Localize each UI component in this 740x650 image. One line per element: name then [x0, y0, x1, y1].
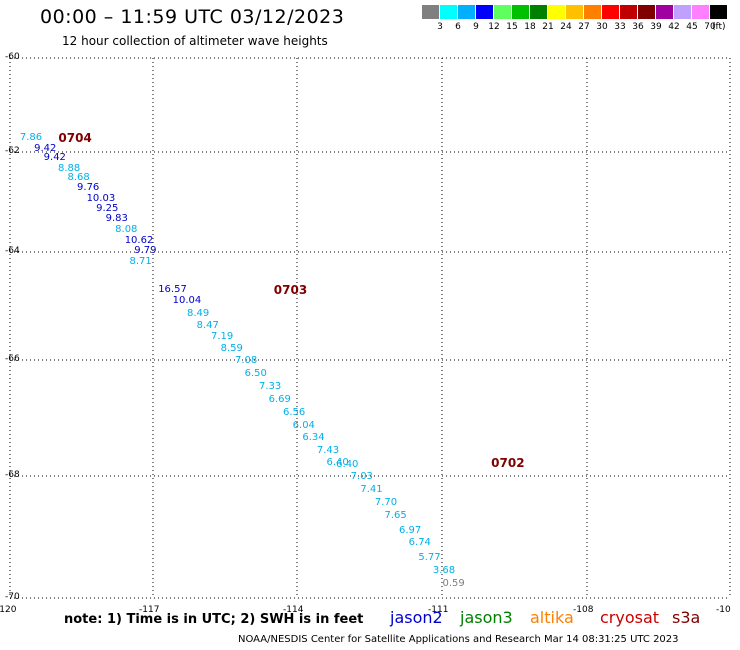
- wave-height-value: 10.03: [86, 192, 116, 204]
- wave-height-value: 8.68: [67, 171, 90, 183]
- scale-label: 45: [686, 22, 698, 32]
- map-title: 00:00 – 11:59 UTC 03/12/2023: [40, 6, 345, 28]
- wave-height-value: 5.77: [418, 551, 441, 563]
- scale-swatch: [674, 5, 691, 19]
- longitude-label: -114: [283, 605, 304, 615]
- scale-swatch: [584, 5, 601, 19]
- satellite-legend-item: jason3: [460, 608, 513, 627]
- scale-swatch: [512, 5, 529, 19]
- cycle-label: 0702: [491, 456, 525, 471]
- scale-label: 70: [704, 22, 716, 32]
- wave-height-value: 7.33: [259, 380, 282, 392]
- scale-label: 30: [596, 22, 608, 32]
- wave-height-value: 16.57: [158, 283, 187, 295]
- wave-height-value: 6.97: [399, 524, 422, 536]
- scale-swatch: [692, 5, 709, 19]
- note-text: note: 1) Time is in UTC; 2) SWH is in fe…: [64, 612, 364, 627]
- satellite-legend-item: jason2: [390, 608, 443, 627]
- scale-swatch: [638, 5, 655, 19]
- scale-swatch: [566, 5, 583, 19]
- wave-height-value: 10.04: [172, 295, 202, 307]
- scale-swatch: [548, 5, 565, 19]
- latitude-label: -70: [5, 592, 20, 602]
- wave-height-value: 7.41: [360, 483, 383, 495]
- scale-label: 6: [455, 22, 461, 32]
- scale-swatch: [530, 5, 547, 19]
- latitude-label: -66: [5, 354, 20, 364]
- wave-height-value: 8.49: [187, 307, 210, 319]
- wave-height-value: 9.79: [134, 244, 157, 256]
- wave-height-value: 9.25: [96, 202, 119, 214]
- map-subtitle: 12 hour collection of altimeter wave hei…: [62, 34, 328, 48]
- scale-label: 15: [506, 22, 518, 32]
- scale-label: 36: [632, 22, 644, 32]
- wave-height-value: 9.76: [77, 182, 100, 193]
- latitude-label: -68: [5, 470, 20, 480]
- wave-height-value: 6.40: [326, 457, 349, 469]
- scale-swatch: [458, 5, 475, 19]
- latitude-label: -62: [5, 146, 20, 156]
- scale-swatch: [602, 5, 619, 19]
- scale-swatch: [656, 5, 673, 19]
- wave-height-value: 9.42: [34, 142, 57, 154]
- footer-credit: NOAA/NESDIS Center for Satellite Applica…: [238, 634, 679, 645]
- wave-height-value: 7.86: [19, 131, 43, 143]
- wave-height-value: 3.68: [432, 564, 456, 576]
- satellite-legend-item: altika: [530, 608, 574, 627]
- wave-height-value: 10.62: [124, 234, 154, 246]
- longitude-label: -117: [139, 605, 160, 615]
- longitude-label: -120: [0, 605, 17, 615]
- scale-label: 18: [524, 22, 536, 32]
- wave-height-value: 8.08: [115, 223, 138, 235]
- wave-height-value: 6.04: [292, 419, 315, 431]
- wave-height-value: 7.43: [316, 445, 340, 457]
- wave-height-value: 6.40: [336, 458, 359, 470]
- scale-swatch: [710, 5, 727, 19]
- longitude-label: -108: [573, 605, 594, 615]
- scale-swatch: [494, 5, 511, 19]
- scale-label: 24: [560, 22, 572, 32]
- wave-height-value: 6.50: [244, 368, 267, 380]
- scale-swatch: [476, 5, 493, 19]
- scale-swatch: [440, 5, 457, 19]
- scale-swatch: [422, 5, 439, 19]
- wave-height-value: 8.71: [129, 256, 152, 268]
- wave-height-value: 7.70: [374, 497, 398, 509]
- wave-height-value: 7.65: [384, 510, 407, 522]
- wave-height-value: 9.83: [105, 213, 128, 224]
- satellite-legend-item: cryosat: [600, 608, 660, 627]
- cycle-label: 0704: [58, 130, 92, 145]
- scale-label: 12: [488, 22, 500, 32]
- cycle-label: 0703: [273, 282, 308, 297]
- wave-height-value: 8.88: [57, 162, 81, 174]
- satellite-legend-item: s3a: [672, 608, 701, 627]
- wave-height-value: 6.74: [408, 537, 431, 549]
- wave-height-value: 0.59: [442, 577, 465, 589]
- longitude-label: -111: [428, 605, 449, 615]
- scale-label: 42: [668, 22, 680, 32]
- latitude-label: -64: [5, 246, 20, 256]
- scale-label: 27: [578, 22, 590, 32]
- wave-height-value: 6.56: [283, 406, 306, 418]
- scale-label: 9: [473, 22, 479, 32]
- scale-label: 21: [542, 22, 554, 32]
- wave-height-value: 7.03: [350, 470, 373, 482]
- wave-height-value: 9.42: [43, 151, 66, 163]
- scale-label: 3: [437, 22, 443, 32]
- scale-label: 39: [650, 22, 662, 32]
- wave-height-value: 7.08: [235, 355, 258, 367]
- latitude-label: -60: [5, 52, 20, 62]
- longitude-label: -10: [716, 605, 731, 615]
- scale-label: 33: [614, 22, 626, 32]
- wave-height-value: 8.59: [220, 343, 243, 355]
- scale-unit: (ft): [712, 22, 726, 32]
- wave-height-value: 6.34: [302, 432, 325, 444]
- wave-height-value: 7.19: [211, 331, 234, 343]
- wave-height-value: 6.69: [268, 393, 291, 405]
- scale-swatch: [620, 5, 637, 19]
- wave-height-value: 8.47: [196, 319, 219, 331]
